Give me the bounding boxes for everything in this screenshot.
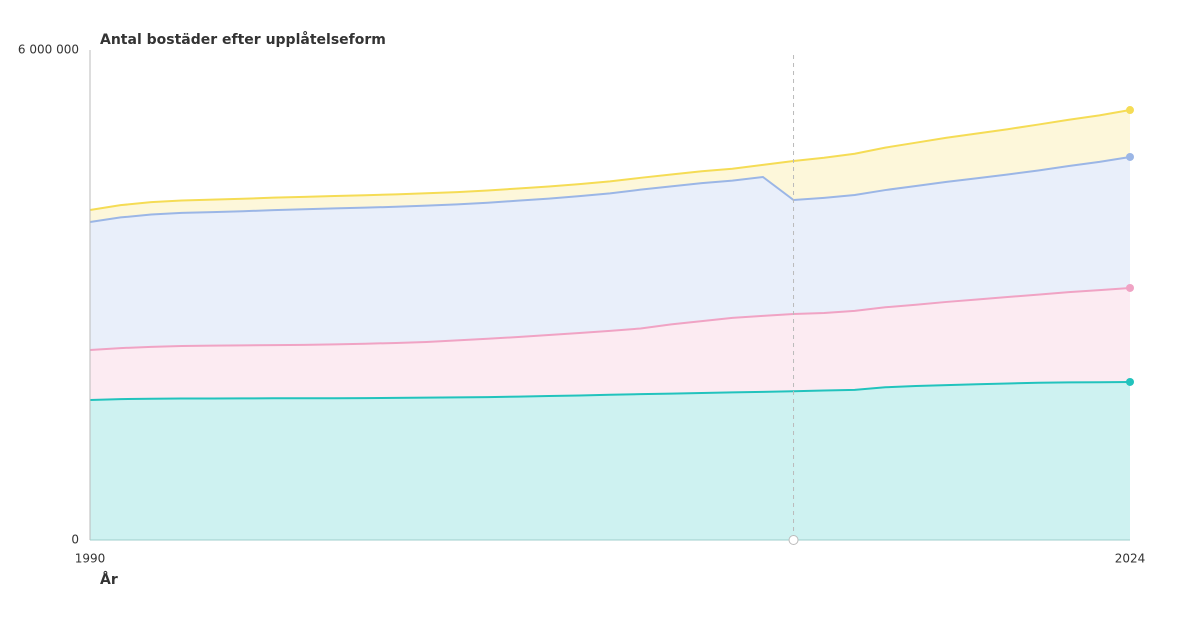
end-dot bbox=[1126, 152, 1134, 161]
line bbox=[89, 380, 1131, 402]
area bbox=[90, 110, 1130, 222]
end-dot bbox=[1126, 106, 1134, 115]
line bbox=[89, 109, 1131, 211]
x-tick-label: 1990 bbox=[75, 552, 106, 566]
line bbox=[89, 286, 1131, 351]
area bbox=[90, 381, 1130, 540]
area bbox=[90, 287, 1130, 401]
y-tick-label: 6 000 000 bbox=[18, 43, 79, 57]
line bbox=[89, 155, 1131, 223]
area bbox=[90, 156, 1130, 350]
chart-title: Antal bostäder efter upplåtelseform bbox=[100, 31, 386, 48]
end-dot bbox=[1126, 283, 1134, 292]
y-tick-label: 0 bbox=[71, 533, 79, 547]
x-tick-label: 2024 bbox=[1115, 552, 1146, 566]
x-axis-title: År bbox=[100, 571, 118, 588]
crosshair-marker bbox=[788, 535, 799, 545]
end-dot bbox=[1126, 377, 1134, 386]
